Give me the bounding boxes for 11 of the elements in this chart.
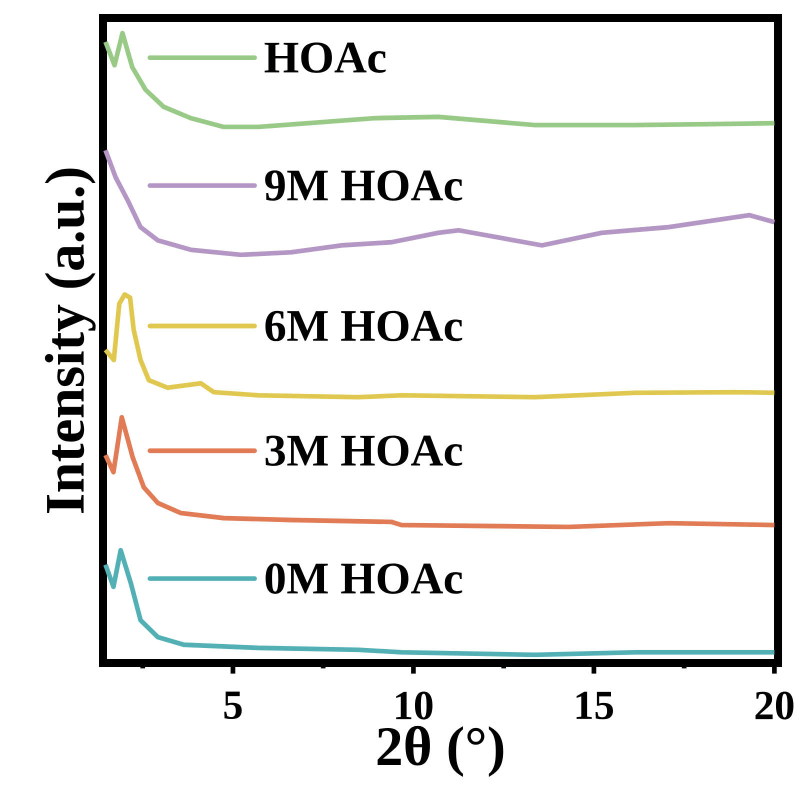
x-tick-label: 5 xyxy=(224,692,242,720)
x-axis-title: 2θ (°) xyxy=(378,726,504,777)
x-tick-label: 15 xyxy=(576,692,613,720)
legend-label: 0M HOAc xyxy=(266,563,462,594)
legend-label: 9M HOAc xyxy=(265,170,462,201)
x-tick-label: 20 xyxy=(756,692,794,720)
y-axis-title: Intensity (a.u.) xyxy=(44,168,96,513)
legend-label: HOAc xyxy=(264,42,386,73)
legend-label: 3M HOAc xyxy=(266,436,462,466)
x-tick-label: 10 xyxy=(396,692,432,720)
legend-label: 6M HOAc xyxy=(265,310,462,342)
